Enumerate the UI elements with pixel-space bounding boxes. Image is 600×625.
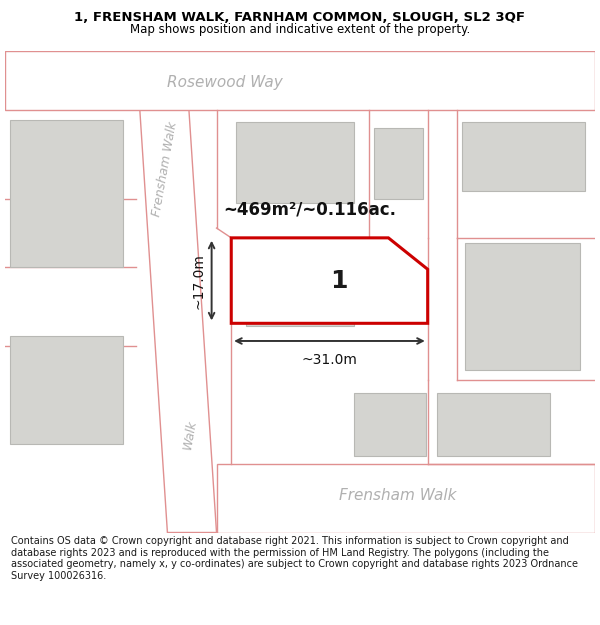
Polygon shape (437, 393, 550, 456)
Text: 1, FRENSHAM WALK, FARNHAM COMMON, SLOUGH, SL2 3QF: 1, FRENSHAM WALK, FARNHAM COMMON, SLOUGH… (74, 11, 526, 24)
Text: Map shows position and indicative extent of the property.: Map shows position and indicative extent… (130, 23, 470, 36)
Polygon shape (167, 464, 595, 532)
Polygon shape (5, 51, 595, 110)
Polygon shape (231, 238, 428, 323)
Polygon shape (10, 336, 123, 444)
Text: Frensham Walk: Frensham Walk (150, 121, 179, 218)
Text: Frensham Walk: Frensham Walk (340, 488, 457, 502)
Text: Contains OS data © Crown copyright and database right 2021. This information is : Contains OS data © Crown copyright and d… (11, 536, 578, 581)
Polygon shape (374, 128, 423, 199)
Polygon shape (10, 120, 123, 268)
Polygon shape (246, 242, 354, 326)
Text: 1: 1 (331, 269, 348, 292)
Text: ~31.0m: ~31.0m (302, 352, 358, 367)
Text: Walk: Walk (181, 418, 199, 450)
Polygon shape (236, 122, 354, 204)
Text: Rosewood Way: Rosewood Way (167, 75, 283, 90)
Text: ~469m²/~0.116ac.: ~469m²/~0.116ac. (223, 200, 397, 218)
Text: ~17.0m: ~17.0m (192, 253, 206, 309)
Polygon shape (136, 51, 217, 532)
Polygon shape (354, 393, 426, 456)
Polygon shape (465, 242, 580, 371)
Polygon shape (462, 122, 585, 191)
